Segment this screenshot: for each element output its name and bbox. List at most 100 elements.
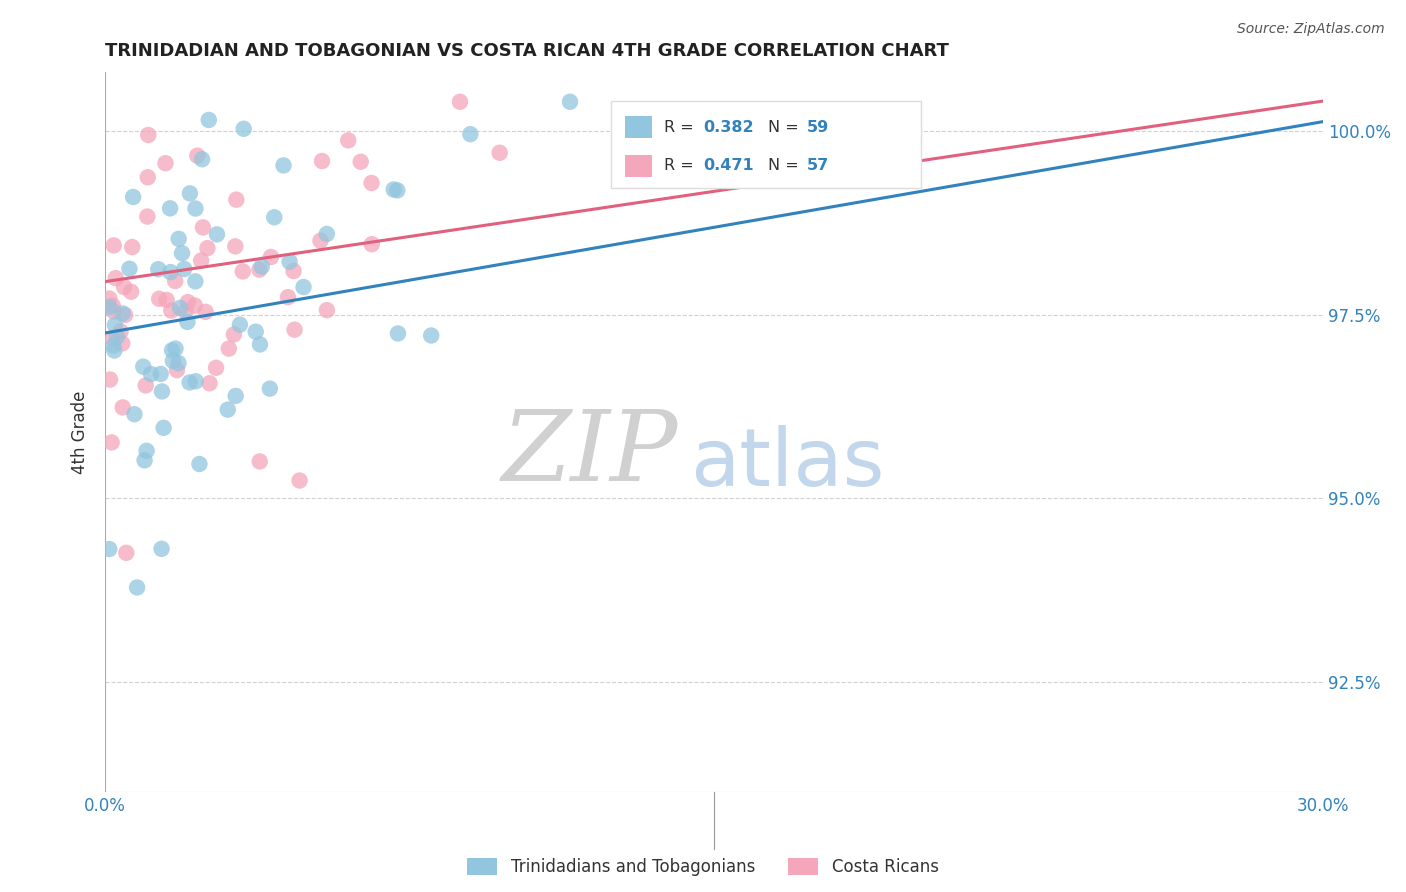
Point: [420, 328, 443, 343]
Point: [150, 541, 173, 556]
Point: [100, 435, 122, 450]
Point: [170, 246, 193, 260]
Point: [292, 280, 315, 294]
Point: [124, 407, 146, 421]
Point: [558, 95, 581, 109]
Point: [179, 376, 201, 390]
Point: [315, 227, 337, 241]
Point: [155, 156, 177, 170]
Point: [110, 325, 132, 339]
Point: [273, 158, 295, 172]
Point: [159, 265, 181, 279]
Point: [190, 253, 212, 268]
Point: [278, 254, 301, 268]
Text: 0.382: 0.382: [703, 120, 754, 135]
Point: [247, 262, 270, 277]
Point: [259, 382, 281, 396]
FancyBboxPatch shape: [626, 116, 652, 138]
Text: R =: R =: [664, 159, 699, 173]
Point: [122, 190, 145, 204]
Point: [103, 343, 125, 358]
Legend: Trinidadians and Tobagonians, Costa Ricans: Trinidadians and Tobagonians, Costa Rica…: [461, 851, 945, 882]
Point: [449, 95, 471, 109]
Point: [127, 581, 149, 595]
Text: Source: ZipAtlas.com: Source: ZipAtlas.com: [1237, 22, 1385, 37]
Text: N =: N =: [768, 159, 804, 173]
Y-axis label: 4th Grade: 4th Grade: [72, 391, 89, 474]
Point: [176, 315, 198, 329]
Point: [315, 303, 337, 318]
Point: [249, 337, 271, 351]
FancyBboxPatch shape: [626, 155, 652, 177]
Point: [217, 402, 239, 417]
Point: [160, 343, 183, 358]
Point: [115, 546, 138, 560]
Text: TRINIDADIAN AND TOBAGONIAN VS COSTA RICAN 4TH GRADE CORRELATION CHART: TRINIDADIAN AND TOBAGONIAN VS COSTA RICA…: [105, 42, 949, 60]
Point: [218, 342, 240, 356]
Text: N =: N =: [768, 120, 804, 135]
Text: ZIP: ZIP: [502, 406, 678, 501]
Point: [156, 293, 179, 307]
Point: [205, 360, 228, 375]
Point: [160, 303, 183, 318]
Point: [136, 210, 159, 224]
Point: [169, 301, 191, 315]
Point: [111, 401, 134, 415]
Point: [229, 318, 252, 332]
Text: 59: 59: [807, 120, 830, 135]
Point: [250, 260, 273, 274]
Point: [135, 378, 157, 392]
Text: 0.471: 0.471: [703, 159, 754, 173]
Point: [150, 384, 173, 399]
Point: [288, 474, 311, 488]
Point: [263, 211, 285, 225]
Point: [360, 237, 382, 252]
Point: [111, 336, 134, 351]
Point: [152, 421, 174, 435]
Point: [167, 232, 190, 246]
Point: [103, 304, 125, 318]
Point: [277, 290, 299, 304]
Point: [148, 292, 170, 306]
Point: [311, 154, 333, 169]
Point: [188, 457, 211, 471]
Point: [184, 274, 207, 288]
Point: [225, 193, 247, 207]
Point: [98, 292, 121, 306]
Point: [104, 318, 127, 332]
Point: [309, 234, 332, 248]
Point: [186, 149, 208, 163]
Point: [387, 326, 409, 341]
Point: [198, 376, 221, 391]
Text: 57: 57: [807, 159, 830, 173]
Point: [98, 300, 121, 314]
Point: [165, 342, 187, 356]
Point: [149, 367, 172, 381]
Point: [184, 298, 207, 312]
Point: [159, 202, 181, 216]
Point: [337, 133, 360, 147]
Point: [283, 323, 305, 337]
Point: [197, 241, 219, 255]
Point: [98, 542, 121, 557]
Point: [136, 170, 159, 185]
Point: [101, 331, 124, 345]
Point: [387, 183, 409, 197]
Point: [382, 182, 405, 196]
Text: R =: R =: [664, 120, 699, 135]
Point: [103, 238, 125, 252]
Point: [136, 128, 159, 142]
Point: [224, 239, 246, 253]
Point: [148, 262, 170, 277]
Point: [194, 305, 217, 319]
Point: [166, 363, 188, 377]
Point: [460, 127, 482, 141]
Point: [121, 240, 143, 254]
Point: [101, 299, 124, 313]
Point: [249, 454, 271, 468]
Point: [173, 262, 195, 277]
Point: [177, 295, 200, 310]
Point: [350, 154, 373, 169]
Point: [165, 274, 187, 288]
Point: [105, 329, 128, 343]
